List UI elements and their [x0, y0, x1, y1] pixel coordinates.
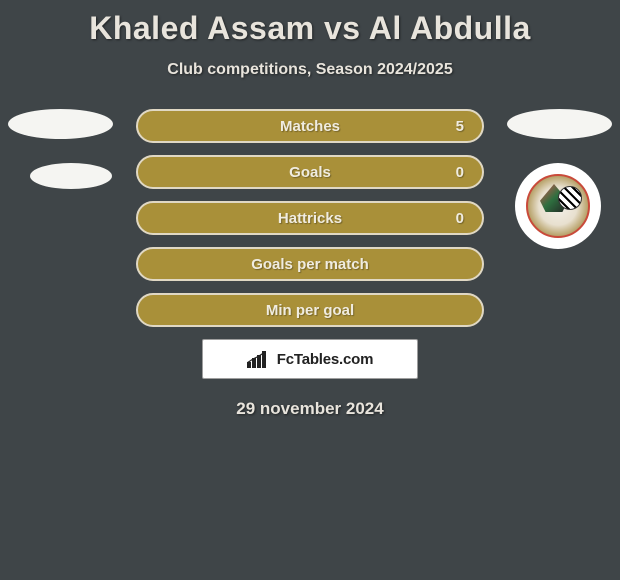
stats-bars: Matches 5 Goals 0 Hattricks 0 Goals per … — [136, 109, 484, 327]
stat-bar-min-per-goal: Min per goal — [136, 293, 484, 327]
subtitle: Club competitions, Season 2024/2025 — [0, 61, 620, 79]
stat-bar-matches: Matches 5 — [136, 109, 484, 143]
right-player-avatars — [507, 109, 612, 249]
bar-chart-icon — [247, 350, 271, 368]
stat-label: Min per goal — [266, 302, 354, 319]
stat-value-right: 0 — [456, 164, 464, 181]
stat-label: Hattricks — [278, 210, 342, 227]
stat-bar-hattricks: Hattricks 0 — [136, 201, 484, 235]
club-badge — [515, 163, 601, 249]
club-badge-emblem — [526, 174, 590, 238]
left-player-avatars — [8, 109, 113, 189]
page-title: Khaled Assam vs Al Abdulla — [0, 0, 620, 47]
snapshot-date: 29 november 2024 — [0, 399, 620, 419]
stat-bar-goals: Goals 0 — [136, 155, 484, 189]
stat-value-right: 5 — [456, 118, 464, 135]
stat-label: Goals — [289, 164, 331, 181]
stat-value-right: 0 — [456, 210, 464, 227]
avatar-placeholder-ellipse — [507, 109, 612, 139]
avatar-placeholder-ellipse-small — [30, 163, 112, 189]
comparison-panel: Matches 5 Goals 0 Hattricks 0 Goals per … — [0, 109, 620, 419]
stat-bar-goals-per-match: Goals per match — [136, 247, 484, 281]
stat-label: Goals per match — [251, 256, 369, 273]
brand-name: FcTables.com — [277, 351, 374, 368]
stat-label: Matches — [280, 118, 340, 135]
brand-attribution: FcTables.com — [202, 339, 418, 379]
avatar-placeholder-ellipse — [8, 109, 113, 139]
